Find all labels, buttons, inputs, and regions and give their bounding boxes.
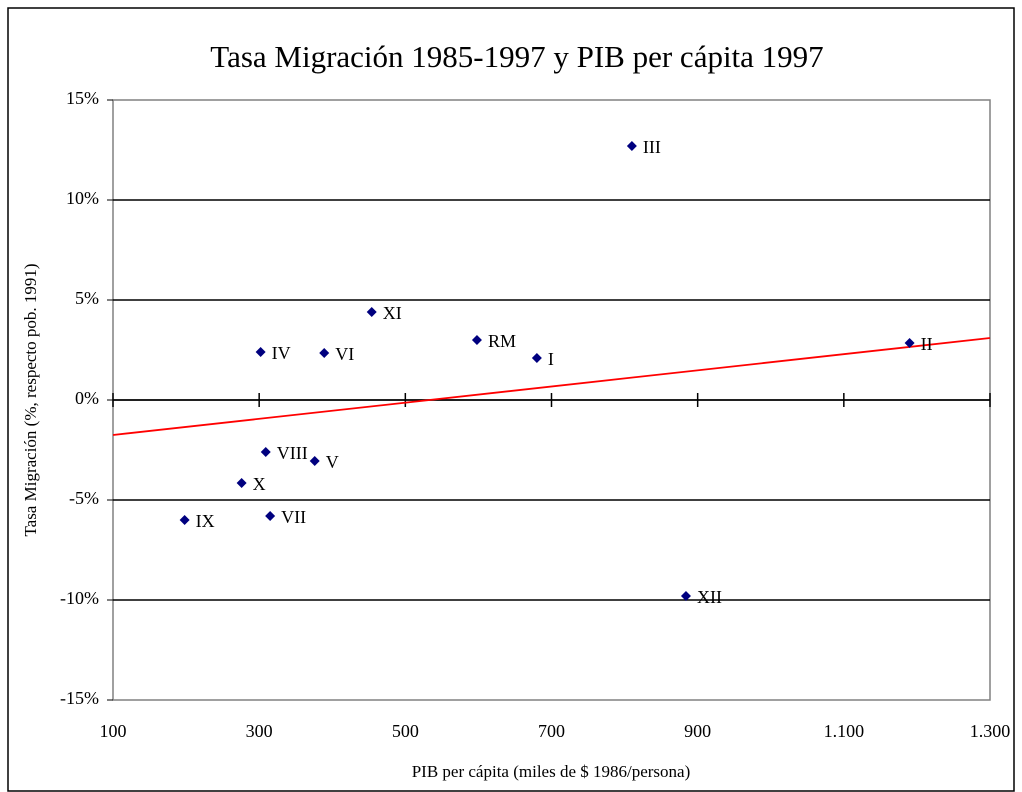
chart-title: Tasa Migración 1985-1997 y PIB per cápit… bbox=[210, 39, 823, 74]
point bbox=[680, 591, 691, 601]
y-tick-label: 0% bbox=[75, 388, 99, 408]
x-tick-label: 900 bbox=[684, 721, 711, 741]
y-axis-title: Tasa Migración (%, respecto pob. 1991) bbox=[21, 263, 40, 536]
point bbox=[626, 141, 637, 151]
point-label: RM bbox=[488, 331, 516, 351]
y-tick-label: 15% bbox=[66, 88, 99, 108]
point-label: IV bbox=[272, 343, 291, 363]
y-tick-label: -5% bbox=[69, 488, 99, 508]
point bbox=[265, 511, 276, 521]
point bbox=[260, 447, 271, 457]
x-axis-title: PIB per cápita (miles de $ 1986/persona) bbox=[412, 762, 691, 781]
point-label: XII bbox=[697, 587, 722, 607]
x-tick-label: 1.300 bbox=[970, 721, 1011, 741]
point-label: VII bbox=[281, 507, 306, 527]
point-label: XI bbox=[383, 303, 402, 323]
point bbox=[366, 307, 377, 317]
point bbox=[255, 347, 266, 357]
x-tick-label: 100 bbox=[100, 721, 127, 741]
y-tick-label: -15% bbox=[60, 688, 99, 708]
point bbox=[309, 456, 320, 466]
point-label: V bbox=[326, 452, 339, 472]
point bbox=[319, 348, 330, 358]
point bbox=[236, 478, 247, 488]
point-label: II bbox=[921, 334, 933, 354]
point bbox=[904, 338, 915, 348]
x-tick-label: 1.100 bbox=[824, 721, 865, 741]
point-label: III bbox=[643, 137, 661, 157]
point-label: IX bbox=[196, 511, 215, 531]
point-label: I bbox=[548, 349, 554, 369]
x-tick-label: 700 bbox=[538, 721, 565, 741]
point-label: VI bbox=[335, 344, 354, 364]
y-tick-label: -10% bbox=[60, 588, 99, 608]
point bbox=[471, 335, 482, 345]
point bbox=[179, 515, 190, 525]
point-label: VIII bbox=[277, 443, 308, 463]
y-tick-label: 10% bbox=[66, 188, 99, 208]
point-label: X bbox=[253, 474, 266, 494]
trendline bbox=[112, 337, 991, 436]
x-tick-label: 300 bbox=[246, 721, 273, 741]
point bbox=[531, 353, 542, 363]
y-tick-label: 5% bbox=[75, 288, 99, 308]
x-tick-label: 500 bbox=[392, 721, 419, 741]
